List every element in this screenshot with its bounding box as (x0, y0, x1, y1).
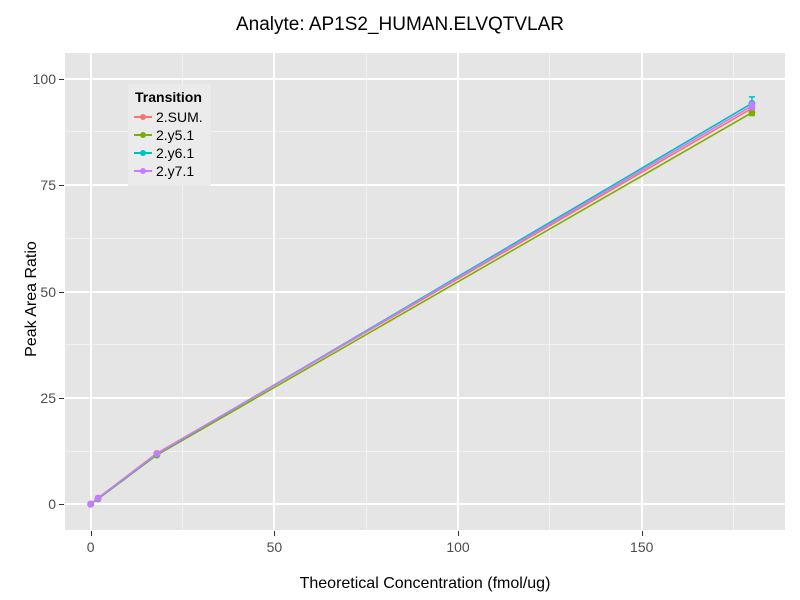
legend-point-swatch (140, 150, 146, 156)
y-tick-label: 50 (40, 283, 56, 300)
legend-key-icon (134, 126, 152, 144)
x-tick-mark (458, 531, 460, 536)
y-tick-mark (59, 185, 64, 187)
gridline-major-horizontal (65, 503, 785, 506)
series-line (90, 105, 753, 505)
y-tick-mark (59, 78, 64, 80)
data-point (748, 102, 756, 110)
legend-item-2-y6-1[interactable]: 2.y6.1 (134, 144, 203, 162)
markers-2-y7-1 (87, 101, 756, 508)
gridline-minor-horizontal (65, 450, 785, 452)
gridline-minor-horizontal (65, 237, 785, 239)
gridline-major-vertical (89, 53, 92, 530)
x-tick-label: 0 (86, 539, 95, 555)
page-title: Analyte: AP1S2_HUMAN.ELVQTVLAR (235, 14, 565, 35)
legend-item-label: 2.SUM. (156, 109, 203, 125)
legend-item-label: 2.y5.1 (156, 127, 195, 143)
x-tick-mark (274, 531, 276, 536)
x-tick-mark (90, 531, 92, 536)
legend-point-swatch (140, 168, 146, 174)
data-point (94, 494, 102, 502)
legend-items: 2.SUM. 2.y5.1 2.y6.1 2.y7.1 (134, 108, 203, 180)
gridline-major-vertical (457, 53, 460, 530)
y-tick-label: 75 (40, 177, 56, 194)
series-2-y7-1 (90, 105, 753, 505)
legend[interactable]: Transition 2.SUM. 2.y5.1 2.y6.1 2.y7.1 (128, 84, 211, 186)
data-point (87, 500, 95, 508)
x-tick-label: 150 (630, 539, 654, 555)
y-tick-label: 25 (40, 389, 56, 406)
gridline-major-vertical (640, 53, 643, 530)
legend-title: Transition (135, 89, 202, 105)
y-tick-label: 100 (32, 70, 56, 87)
data-point (153, 450, 161, 458)
gridline-minor-horizontal (65, 131, 785, 133)
x-tick-label: 100 (446, 539, 470, 555)
legend-key-icon (134, 144, 152, 162)
gridline-major-horizontal (65, 396, 785, 399)
y-tick-mark (59, 504, 64, 506)
gridline-major-horizontal (65, 77, 785, 80)
legend-item-label: 2.y6.1 (156, 145, 195, 161)
y-tick-mark (59, 291, 64, 293)
x-axis-title: Theoretical Concentration (fmol/ug) (299, 575, 551, 592)
gridline-major-horizontal (65, 184, 785, 187)
legend-point-swatch (140, 114, 146, 120)
x-tick-mark (641, 531, 643, 536)
gridline-major-vertical (273, 53, 276, 530)
legend-item-2-sum-[interactable]: 2.SUM. (134, 108, 203, 126)
legend-key-icon (134, 162, 152, 180)
data-point (748, 109, 756, 117)
legend-item-2-y5-1[interactable]: 2.y5.1 (134, 126, 203, 144)
x-tick-label: 50 (266, 539, 283, 555)
y-tick-label: 0 (48, 496, 56, 513)
legend-key-icon (134, 108, 152, 126)
legend-point-swatch (140, 132, 146, 138)
y-tick-mark (59, 397, 64, 399)
legend-item-2-y7-1[interactable]: 2.y7.1 (134, 162, 203, 180)
data-series-layer (87, 96, 756, 508)
gridline-major-horizontal (65, 290, 785, 293)
legend-item-label: 2.y7.1 (156, 163, 195, 179)
gridline-minor-horizontal (65, 344, 785, 346)
